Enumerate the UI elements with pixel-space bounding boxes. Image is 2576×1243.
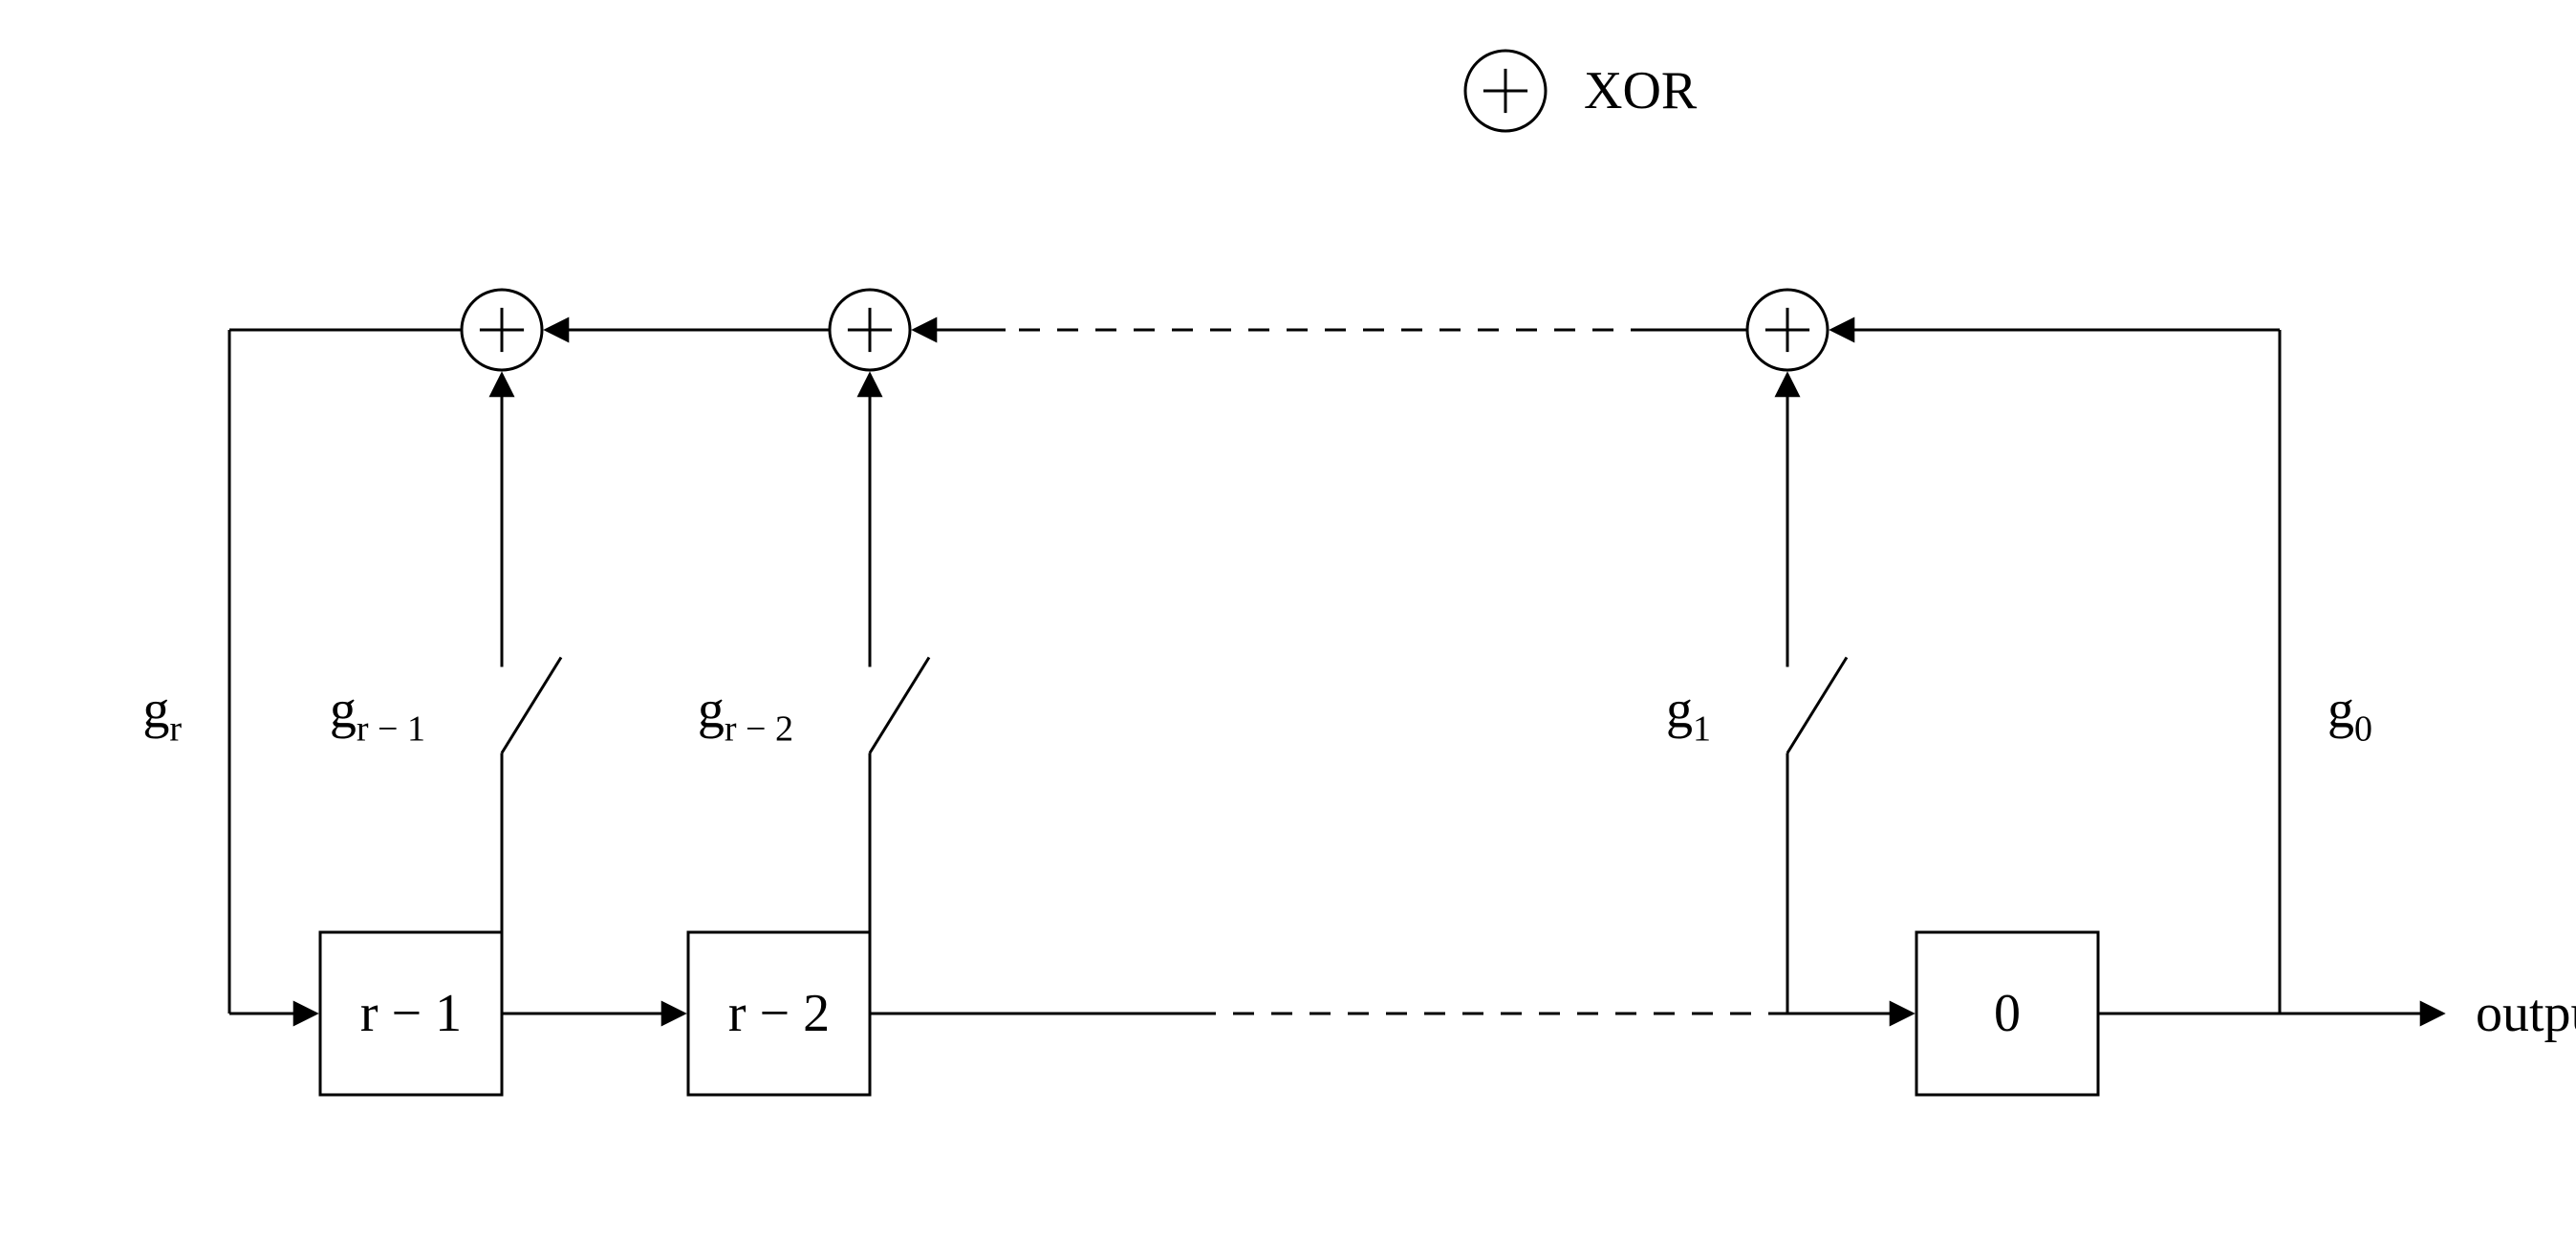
tap-2-switch-arm (1787, 658, 1847, 753)
tap-2-label: g1 (1666, 681, 1711, 750)
labels: gr g0 output (142, 681, 2576, 1044)
tap-0-switch-arm (502, 658, 561, 753)
tap-1-label: gr − 2 (698, 681, 793, 750)
tap-0-label: gr − 1 (330, 681, 425, 750)
register-0-label: r − 1 (360, 984, 462, 1043)
wires (229, 330, 2443, 1014)
tap-1-switch-arm (870, 658, 929, 753)
lfsr-diagram: XOR r − 1 r − 2 0 gr − 1 gr − 2 g1 gr g0 outpu… (0, 0, 2576, 1243)
label-g-0: g0 (2327, 681, 2372, 750)
label-output: output (2476, 984, 2576, 1043)
xor-legend-label: XOR (1584, 61, 1698, 120)
legend-xor: XOR (1465, 51, 1698, 131)
tap-switches: gr − 1 gr − 2 g1 (330, 374, 1847, 1014)
register-1-label: r − 2 (728, 984, 830, 1043)
label-g-r: gr (142, 681, 182, 750)
register-2-label: 0 (1994, 984, 2021, 1043)
